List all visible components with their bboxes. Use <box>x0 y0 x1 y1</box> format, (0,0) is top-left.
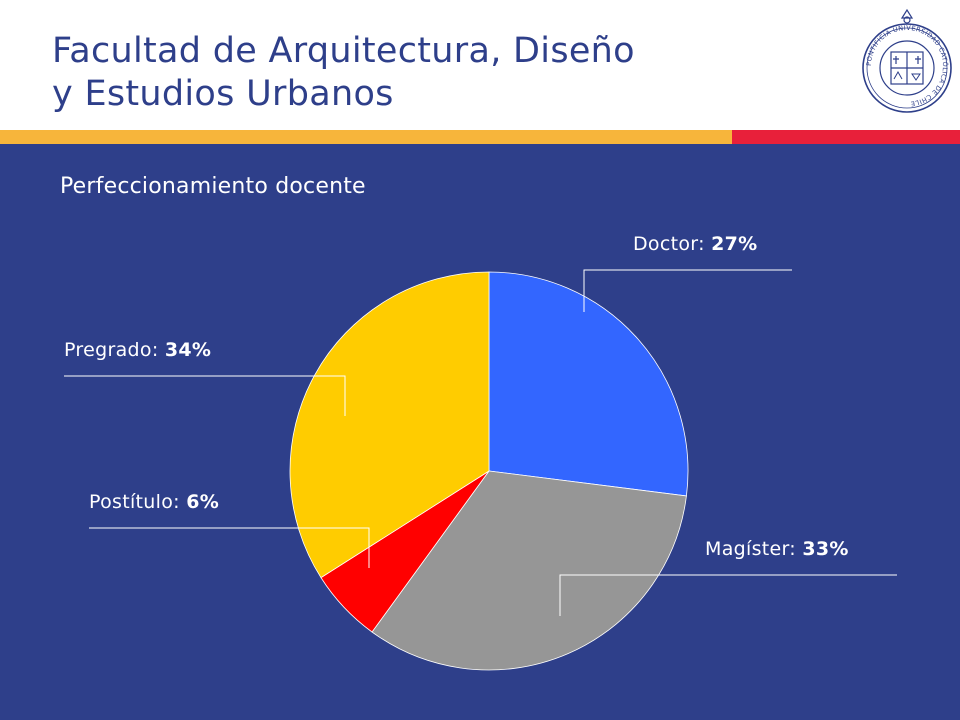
label-magister-name: Magíster <box>705 538 790 560</box>
label-postitulo: Postítulo: 6% <box>89 491 220 513</box>
chart-title: Perfeccionamiento docente <box>60 174 366 199</box>
accent-stripe-red <box>732 130 960 144</box>
slice-magister <box>371 470 687 671</box>
label-postitulo-name: Postítulo <box>89 491 174 513</box>
slice-doctor <box>488 271 689 497</box>
label-pregrado-name: Pregrado <box>64 339 152 361</box>
label-pregrado: Pregrado: 34% <box>64 339 212 361</box>
label-pregrado-value: 34% <box>164 339 212 361</box>
label-doctor: Doctor: 27% <box>633 233 758 255</box>
label-postitulo-value: 6% <box>186 491 220 513</box>
accent-stripe-yellow <box>0 130 732 144</box>
slice-pregrado <box>289 271 490 579</box>
leader-postitulo <box>89 527 370 568</box>
university-seal-logo: PONTIFICIA UNIVERSIDAD CATÓLICA DE CHILE <box>862 8 952 113</box>
title-line-2: y Estudios Urbanos <box>52 74 394 114</box>
label-doctor-value: 27% <box>711 233 758 255</box>
label-magister: Magíster: 33% <box>705 538 849 560</box>
leader-magister <box>559 574 897 616</box>
page-title: Facultad de Arquitectura, Diseño y Estud… <box>52 30 635 116</box>
label-magister-value: 33% <box>802 538 849 560</box>
leader-pregrado <box>64 375 346 416</box>
leader-doctor <box>583 269 792 312</box>
title-line-1: Facultad de Arquitectura, Diseño <box>52 31 635 71</box>
header-bar: Facultad de Arquitectura, Diseño y Estud… <box>0 0 960 130</box>
label-doctor-name: Doctor <box>633 233 699 255</box>
